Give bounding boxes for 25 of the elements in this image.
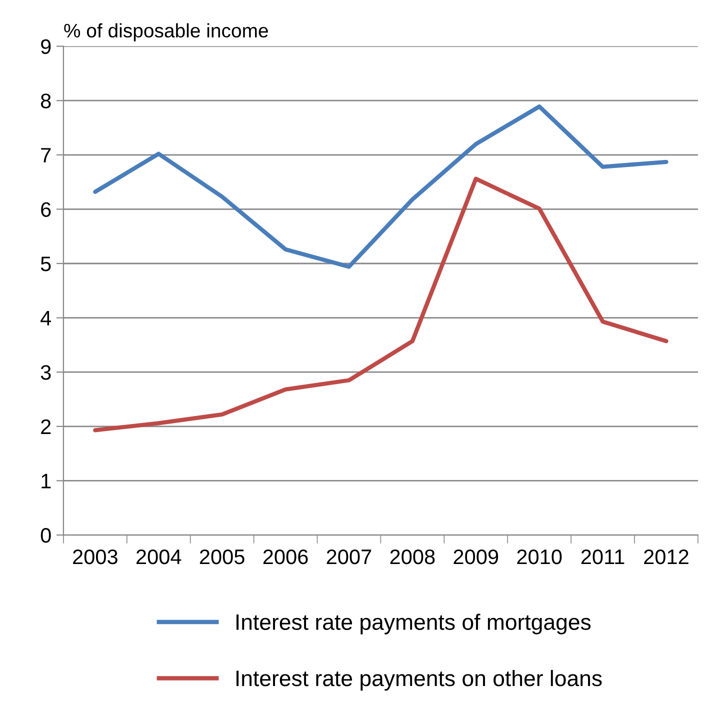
line-series <box>93 176 668 432</box>
legend-label: Interest rate payments of mortgages <box>236 614 591 634</box>
x-tick-label: 2012 <box>644 549 688 564</box>
x-tick-label: 2007 <box>326 549 372 564</box>
y-tick-label: 0 <box>40 528 51 543</box>
x-tick-label: 2008 <box>390 549 435 564</box>
x-tick-label: 2003 <box>73 549 118 564</box>
y-tick-label: 2 <box>41 419 51 434</box>
y-tick-label: 8 <box>40 94 51 108</box>
y-axis-title: % of disposable income <box>64 23 268 42</box>
y-tick-label: 4 <box>40 311 52 326</box>
x-tick-label: 2011 <box>581 549 624 564</box>
x-tick-label: 2004 <box>136 549 182 564</box>
y-tick-label: 1 <box>42 474 51 488</box>
x-tick-label: 2010 <box>517 549 562 564</box>
y-tick-label: 9 <box>41 39 51 54</box>
y-tick-label: 3 <box>40 365 51 380</box>
x-tick-label: 2009 <box>454 549 498 564</box>
y-tick-label: 7 <box>41 148 51 162</box>
legend-label: Interest rate payments on other loans <box>236 670 602 691</box>
y-tick-label: 5 <box>40 256 51 272</box>
y-tick-label: 6 <box>41 202 51 217</box>
x-tick-label: 2005 <box>200 549 244 564</box>
line-series <box>93 104 668 269</box>
x-tick-label: 2006 <box>263 549 308 564</box>
